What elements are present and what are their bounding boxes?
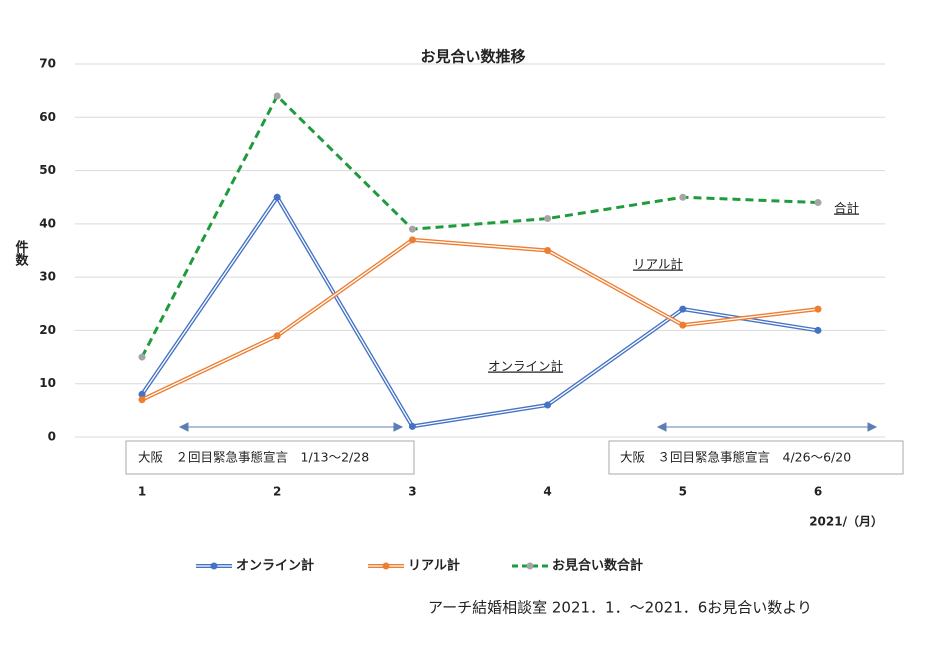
series-line — [140, 193, 819, 429]
point — [544, 401, 552, 409]
period-label: 大阪 ３回目緊急事態宣言 4/26～6/20 — [620, 450, 851, 465]
point — [138, 353, 146, 361]
point — [814, 305, 822, 313]
y-tick-label: 30 — [39, 270, 56, 284]
y-tick-label: 20 — [39, 323, 56, 337]
point — [408, 236, 416, 244]
series-line-inner — [141, 196, 819, 428]
y-tick-label: 40 — [39, 216, 56, 230]
point — [544, 215, 552, 223]
period-label: 大阪 ２回目緊急事態宣言 1/13～2/28 — [138, 450, 369, 465]
y-tick-label: 0 — [48, 430, 56, 444]
legend-label: オンライン計 — [236, 558, 314, 574]
y-tick-label: 50 — [39, 163, 56, 177]
point — [814, 326, 822, 334]
x-tick-label: 2 — [273, 485, 281, 499]
point — [814, 199, 822, 207]
legend-marker — [210, 562, 218, 570]
x-axis-label: 2021/（月） — [809, 514, 883, 529]
point — [408, 422, 416, 430]
x-tick-label: 1 — [138, 485, 146, 499]
y-tick-label: 10 — [39, 376, 56, 390]
period-decor — [178, 422, 878, 432]
point — [679, 305, 687, 313]
x-tick-label: 6 — [814, 485, 822, 499]
point — [138, 396, 146, 404]
series-line-inner — [141, 239, 819, 401]
legend-label: リアル計 — [408, 558, 460, 574]
point — [138, 390, 146, 398]
x-tick-label: 5 — [679, 485, 687, 499]
x-tick-label: 4 — [543, 485, 551, 499]
point — [273, 332, 281, 340]
annotation: オンライン計 — [488, 359, 563, 374]
annotation: 合計 — [834, 201, 859, 216]
legend-label: お見合い数合計 — [552, 558, 643, 574]
x-tick-label: 3 — [408, 485, 416, 499]
point — [273, 193, 281, 201]
period-box — [608, 440, 904, 475]
series-line — [140, 93, 819, 358]
legend-marker — [526, 562, 534, 570]
y-tick-label: 70 — [39, 57, 56, 71]
annotation: リアル計 — [633, 257, 683, 272]
legend-marker — [382, 562, 390, 570]
point — [679, 321, 687, 329]
point — [679, 193, 687, 201]
source-note: アーチ結婚相談室 2021．1．～2021．6お見合い数より — [428, 599, 812, 617]
chart-title: お見合い数推移 — [420, 48, 525, 66]
series-line — [141, 237, 819, 402]
y-axis-label: 件数 — [13, 239, 29, 267]
period-box — [125, 440, 415, 475]
point — [408, 225, 416, 233]
y-tick-label: 60 — [39, 110, 56, 124]
point — [273, 92, 281, 100]
point — [544, 247, 552, 254]
